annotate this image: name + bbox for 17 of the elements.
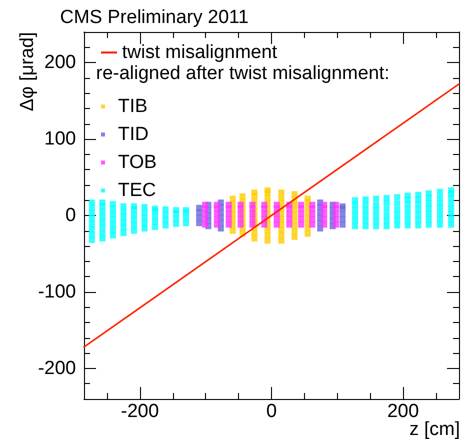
legend-title: re-aligned after twist misalignment:: [96, 63, 390, 84]
y-tick-label: -100: [38, 281, 76, 302]
y-tick-label: 100: [44, 128, 76, 150]
x-axis-title: z [cm]: [409, 419, 460, 439]
legend-label: twist misalignment: [122, 42, 278, 63]
y-tick-label: 200: [44, 52, 76, 74]
x-tick-label: -200: [120, 401, 159, 422]
y-axis-title: Δφ [μrad]: [17, 32, 38, 112]
legend-label: TIB: [118, 96, 148, 117]
legend-label: TOB: [118, 152, 157, 173]
chart-title: CMS Preliminary 2011: [60, 7, 249, 28]
x-tick-label: 0: [266, 401, 277, 422]
y-tick-label: 0: [65, 205, 76, 226]
y-tick-label: -200: [38, 358, 76, 379]
legend-label: TEC: [118, 180, 156, 201]
legend-label: TID: [118, 124, 149, 145]
x-tick-label: 200: [387, 401, 419, 422]
